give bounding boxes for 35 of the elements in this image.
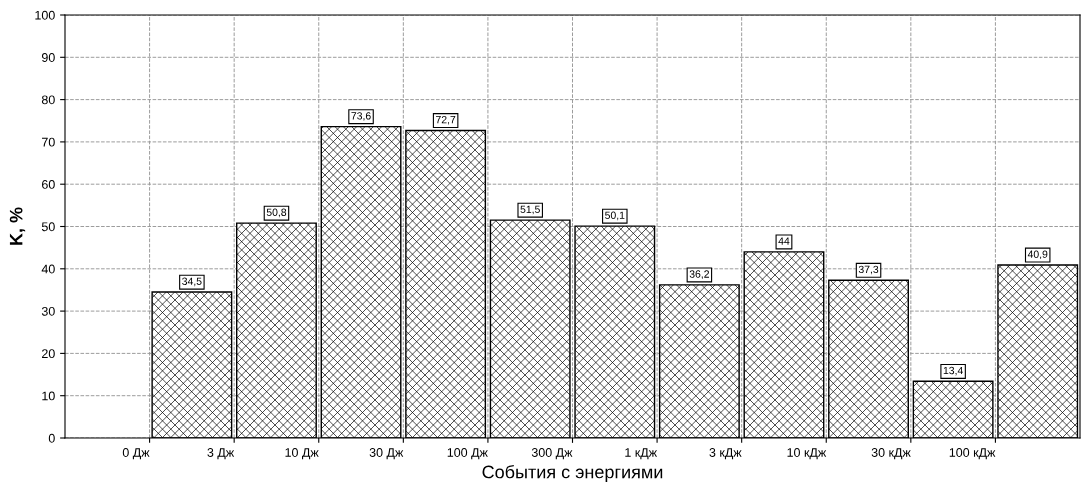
x-tick-label: 100 кДж	[949, 448, 996, 460]
x-tick-label: 300 Дж	[531, 448, 573, 460]
x-tick-label: 3 Дж	[207, 448, 235, 460]
data-label: 50,8	[266, 208, 287, 218]
y-tick-label: 40	[41, 264, 55, 274]
data-label: 51,5	[520, 205, 540, 215]
x-tick-label: 10 Дж	[285, 448, 319, 460]
y-tick-label: 60	[42, 180, 55, 189]
data-label: 40,9	[1027, 250, 1048, 260]
x-tick-label: 30 Дж	[369, 448, 404, 460]
y-tick-label: 10	[42, 391, 55, 401]
y-tick-label: 90	[41, 53, 55, 62]
y-tick-label: 0	[48, 433, 55, 443]
data-label: 73,6	[351, 112, 371, 121]
data-label: 13,4	[943, 366, 963, 376]
data-label: 37,3	[858, 265, 879, 275]
data-label: 72,7	[436, 115, 456, 125]
data-label: 36,2	[689, 270, 709, 279]
y-tick-label: 20	[42, 349, 55, 359]
x-tick-label: 100 Дж	[447, 448, 488, 460]
data-label: 34,5	[182, 277, 202, 287]
y-tick-label: 70	[42, 137, 55, 147]
x-tick-label: 3 кДж	[709, 448, 742, 460]
y-tick-label: 80	[41, 95, 55, 105]
data-label: 50,1	[605, 211, 625, 221]
x-tick-label: 30 кДж	[871, 448, 911, 460]
y-tick-label: 100	[35, 10, 55, 20]
x-tick-label: 10 кДж	[787, 448, 827, 460]
data-label: 44	[778, 237, 790, 245]
x-tick-label: 0 Дж	[122, 448, 150, 460]
x-axis-title: События с энергиями	[482, 464, 663, 482]
y-tick-label: 30	[41, 306, 55, 316]
y-axis-title: K, %	[9, 207, 26, 245]
y-tick-label: 50	[41, 222, 55, 232]
x-tick-label: 1 кДж	[625, 448, 658, 460]
